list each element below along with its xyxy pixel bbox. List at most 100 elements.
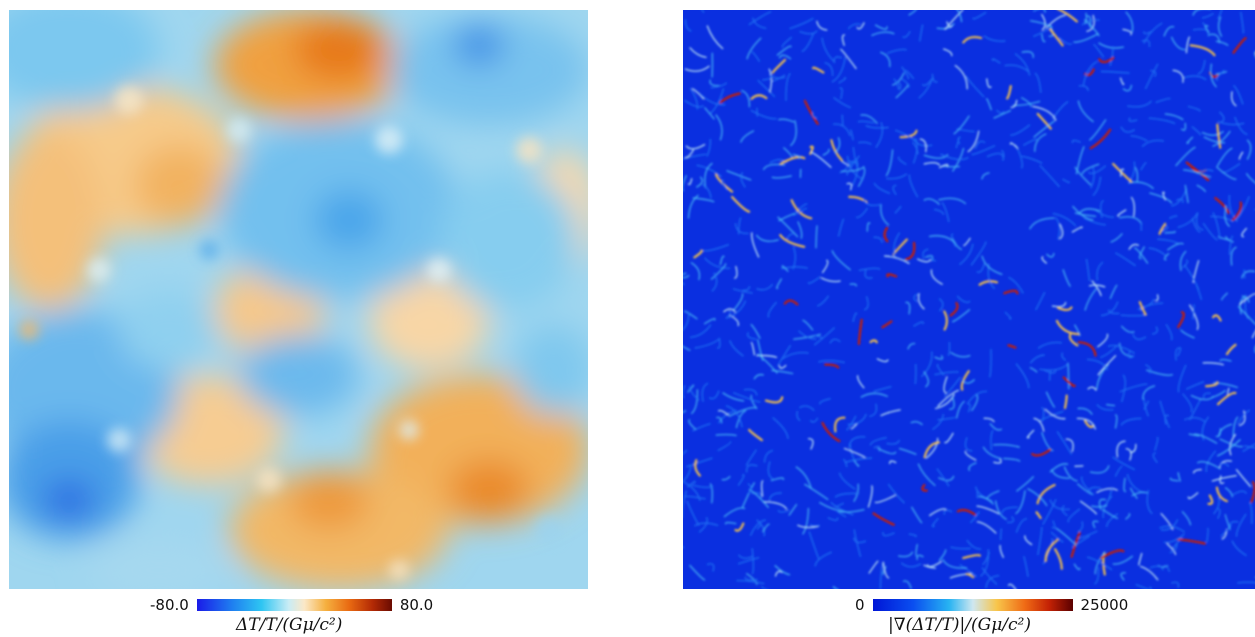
gradient-filament	[1231, 201, 1243, 221]
gradient-filament	[912, 141, 919, 155]
gradient-filament	[818, 359, 845, 364]
gradient-filament	[1130, 135, 1148, 142]
gradient-filament	[1250, 481, 1255, 504]
gradient-filament	[1007, 583, 1017, 589]
gradient-filament	[1215, 486, 1228, 503]
gradient-filament	[911, 506, 923, 524]
gradient-filament	[1035, 511, 1042, 520]
gradient-filament	[860, 392, 888, 398]
gradient-filament	[962, 379, 975, 384]
gradient-filament	[976, 505, 1000, 515]
gradient-filament	[1097, 355, 1117, 376]
gradient-filament	[1128, 243, 1139, 250]
gradient-filament	[1246, 173, 1255, 184]
gradient-filament	[1225, 236, 1234, 243]
gradient-filament	[891, 72, 905, 86]
gradient-filament	[1082, 61, 1098, 86]
gradient-filament	[1161, 225, 1169, 232]
gradient-filament	[1166, 543, 1177, 556]
gradient-filament	[899, 129, 918, 139]
gradient-filament	[1049, 499, 1070, 511]
gradient-filament	[683, 153, 707, 160]
gradient-filament	[761, 586, 767, 589]
gradient-filament	[949, 572, 974, 579]
gradient-filament	[1102, 552, 1106, 576]
gradient-filament	[914, 363, 917, 385]
gradient-filament	[729, 340, 744, 357]
gradient-filament	[917, 258, 932, 263]
gradient-filament	[1114, 414, 1118, 429]
gradient-filament	[1211, 390, 1226, 399]
gradient-filament	[1041, 33, 1046, 43]
gradient-filament	[688, 419, 697, 430]
gradient-filament	[1217, 121, 1245, 126]
gradient-filament	[923, 154, 949, 159]
gradient-filament	[872, 512, 895, 526]
gradient-filament	[762, 501, 788, 510]
gradient-filament	[1121, 374, 1126, 403]
gradient-filament	[1120, 417, 1142, 426]
gradient-filament	[886, 273, 898, 278]
gradient-filament	[816, 20, 828, 31]
gradient-filament	[778, 118, 795, 123]
gradient-filament	[1208, 33, 1221, 44]
gradient-filament	[746, 37, 762, 60]
gradient-filament	[929, 508, 947, 517]
gradient-filament	[1003, 289, 1019, 295]
gradient-filament	[999, 528, 1002, 541]
gradient-filament	[913, 321, 924, 327]
gradient-filament	[985, 98, 992, 111]
gradient-filament	[820, 277, 841, 283]
gradient-filament	[1169, 542, 1178, 554]
gradient-filament	[1041, 256, 1047, 264]
gradient-filament	[750, 341, 756, 356]
gradient-filament	[1074, 212, 1097, 217]
gradient-filament	[830, 139, 843, 162]
gradient-filament	[875, 122, 884, 148]
gradient-filament	[721, 179, 728, 190]
gradient-filament	[1038, 410, 1064, 423]
gradient-filament	[690, 262, 701, 281]
gradient-filament	[798, 330, 817, 340]
gradient-filament	[1081, 163, 1100, 175]
gradient-filament	[967, 403, 971, 413]
gradient-map	[683, 10, 1255, 589]
gradient-filament	[1096, 261, 1104, 281]
gradient-filament	[877, 447, 897, 455]
gradient-filament	[1004, 311, 1012, 320]
gradient-filament	[1218, 423, 1233, 437]
gradient-filament	[837, 218, 845, 237]
gradient-filament	[944, 10, 964, 30]
gradient-filament	[885, 149, 894, 177]
gradient-filament	[1164, 113, 1184, 121]
gradient-filament	[1029, 367, 1038, 373]
gradient-filament	[916, 554, 924, 561]
gradient-filament	[832, 586, 838, 589]
gradient-filament	[928, 257, 937, 262]
gradient-filament	[1110, 233, 1123, 243]
gradient-filament	[1217, 439, 1241, 457]
gradient-filament	[685, 495, 706, 500]
gradient-filament	[795, 466, 812, 489]
gradient-filament	[954, 64, 968, 90]
gradient-filament	[1177, 212, 1198, 228]
gradient-filament	[1090, 167, 1095, 189]
gradient-filament	[981, 255, 1003, 275]
gradient-filament	[1035, 291, 1046, 311]
gradient-filament	[1193, 433, 1218, 444]
gradient-filament	[1141, 139, 1165, 147]
gradient-filament	[943, 48, 953, 57]
gradient-filament	[1220, 524, 1232, 537]
gradient-filament	[1191, 126, 1202, 136]
gradient-filament	[1205, 381, 1219, 388]
gradient-filament	[921, 351, 933, 378]
gradient-filament	[827, 517, 839, 521]
gradient-filament	[865, 125, 889, 129]
gradient-filament	[1241, 227, 1248, 238]
gradient-filament	[1122, 84, 1133, 92]
gradient-filament	[821, 259, 829, 274]
gradient-filament	[815, 225, 818, 249]
gradient-filament	[688, 386, 700, 401]
gradient-filament	[1125, 11, 1134, 33]
gradient-filament	[904, 69, 915, 80]
